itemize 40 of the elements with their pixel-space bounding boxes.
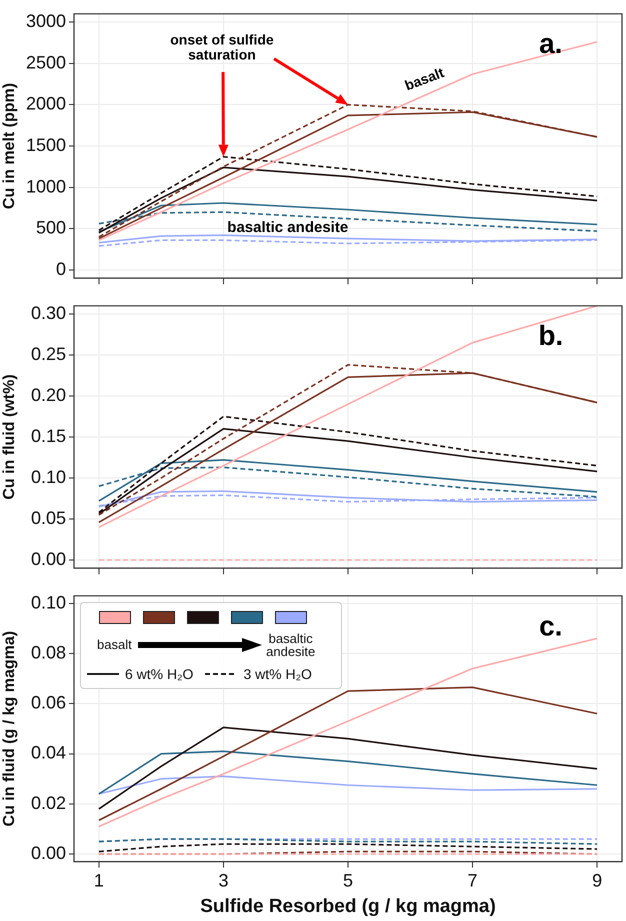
x-tick-label: 3 (218, 870, 228, 890)
y-tick-label: 0.00 (30, 548, 66, 569)
annotation: b. (538, 320, 564, 352)
y-tick-label: 0.02 (30, 792, 66, 813)
x-tick-label: 1 (94, 870, 104, 890)
y-tick-label: 2500 (26, 52, 66, 72)
y-tick-label: 0.20 (30, 384, 66, 405)
y-axis-title: Cu in fluid (wt%) (1, 374, 18, 500)
x-tick-label: 9 (592, 870, 602, 890)
y-tick-label: 0.08 (30, 642, 66, 662)
y-tick-label: 500 (36, 218, 66, 238)
annotation: a. (539, 28, 562, 60)
y-axis-title: Cu in melt (ppm) (1, 82, 18, 210)
y-tick-label: 0.10 (30, 592, 66, 612)
y-tick-label: 0.00 (30, 843, 66, 864)
x-tick-label: 5 (342, 870, 354, 890)
annotation: basaltic andesite (227, 219, 348, 236)
annotation: basalt (97, 637, 132, 652)
annotation: 6 wt% H₂O (125, 666, 194, 682)
x-axis-title: Sulfide Resorbed (g / kg magma) (200, 896, 496, 917)
y-tick-label: 2000 (26, 94, 66, 114)
y-tick-label: 0.06 (30, 692, 66, 713)
y-tick-label: 0 (56, 258, 66, 279)
y-tick-label: 0.04 (30, 742, 66, 763)
y-axis-title: Cu in fluid (g / kg magma) (1, 630, 18, 826)
annotation: basaltic andesite (265, 630, 316, 659)
y-tick-label: 0.05 (30, 508, 66, 528)
x-tick-label: 7 (468, 870, 478, 890)
line-series (98, 843, 598, 852)
annotation: onset of sulfide saturation (170, 32, 274, 63)
y-tick-label: 3000 (26, 11, 66, 32)
y-tick-label: 1500 (26, 134, 66, 155)
y-tick-label: 0.30 (30, 302, 66, 323)
annotation: basalt (402, 64, 446, 94)
y-tick-label: 1000 (26, 176, 66, 196)
y-tick-label: 0.15 (30, 426, 66, 446)
y-tick-label: 0.25 (30, 344, 66, 364)
annotation: c. (539, 610, 562, 642)
annotation: 3 wt% H₂O (243, 666, 312, 682)
y-tick-label: 0.10 (30, 466, 66, 487)
